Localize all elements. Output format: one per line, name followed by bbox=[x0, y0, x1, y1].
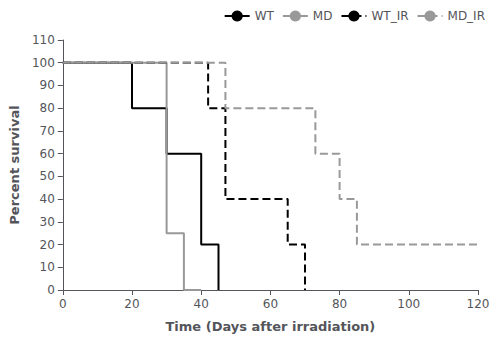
svg-text:Percent survival: Percent survival bbox=[7, 105, 22, 224]
svg-text:60: 60 bbox=[263, 297, 278, 311]
svg-text:100: 100 bbox=[397, 297, 420, 311]
svg-text:90: 90 bbox=[40, 78, 55, 92]
svg-text:40: 40 bbox=[40, 192, 55, 206]
svg-text:40: 40 bbox=[194, 297, 209, 311]
svg-text:60: 60 bbox=[40, 147, 55, 161]
svg-text:WT_IR: WT_IR bbox=[371, 9, 408, 23]
svg-text:30: 30 bbox=[40, 215, 55, 229]
svg-text:100: 100 bbox=[32, 56, 55, 70]
svg-text:20: 20 bbox=[124, 297, 139, 311]
svg-text:0: 0 bbox=[47, 283, 55, 297]
svg-text:MD: MD bbox=[313, 9, 333, 23]
svg-text:70: 70 bbox=[40, 124, 55, 138]
svg-text:Time (Days after irradiation): Time (Days after irradiation) bbox=[165, 319, 375, 334]
svg-text:10: 10 bbox=[40, 260, 55, 274]
svg-text:WT: WT bbox=[255, 9, 275, 23]
svg-text:MD_IR: MD_IR bbox=[448, 9, 485, 23]
svg-text:0: 0 bbox=[59, 297, 67, 311]
svg-text:20: 20 bbox=[40, 238, 55, 252]
svg-text:80: 80 bbox=[332, 297, 347, 311]
svg-text:80: 80 bbox=[40, 101, 55, 115]
svg-text:50: 50 bbox=[40, 169, 55, 183]
svg-text:110: 110 bbox=[32, 33, 55, 47]
svg-text:120: 120 bbox=[467, 297, 490, 311]
